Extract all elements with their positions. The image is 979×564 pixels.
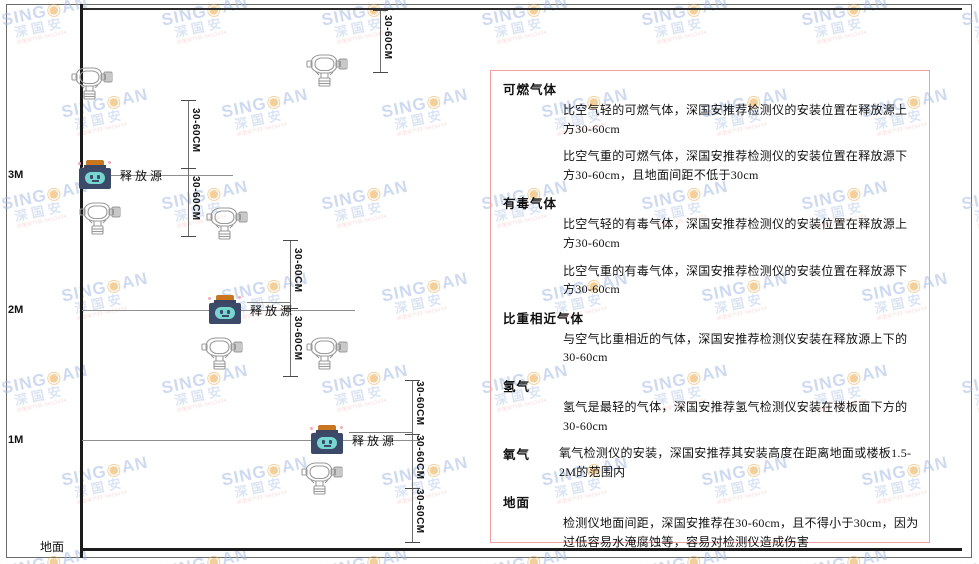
dimension-tick (405, 542, 420, 543)
frame-ground-line (80, 548, 962, 551)
dimension-tick (181, 168, 196, 169)
dimension-label: 30-60CM (190, 108, 201, 153)
dimension-tick (373, 10, 388, 11)
gas-detector-icon (200, 335, 244, 371)
release-source-label: 释放源 (250, 304, 296, 318)
dimension-label: 30-60CM (414, 489, 425, 534)
gas-detector-icon (70, 65, 114, 101)
recommendation-panel: 可燃气体 比空气轻的可燃气体，深国安推荐检测仪的安装位置在释放源上方30-60cm… (490, 70, 930, 549)
dimension-tick (405, 434, 420, 435)
panel-section-ground: 地面检测仪地面间距，深国安推荐在30-60cm，且不得小于30cm，因为过低容易… (501, 492, 919, 551)
release-source-label: 释放源 (352, 434, 398, 448)
axis-label-1m: 1M (8, 434, 24, 446)
panel-section-paragraph: 比空气重的有毒气体，深国安推荐检测仪的安装位置在释放源下方30-60cm (563, 263, 908, 297)
axis-label-2m: 2M (8, 304, 24, 316)
gas-detector-icon (205, 205, 249, 241)
dimension-tick (283, 308, 298, 309)
panel-section-paragraph: 与空气比重相近的气体，深国安推荐检测仪安装在释放源上下的30-60cm (563, 331, 908, 365)
dimension-tick (181, 236, 196, 237)
panel-section-paragraph: 检测仪地面间距，深国安推荐在30-60cm，且不得小于30cm，因为过低容易水淹… (563, 516, 919, 549)
ground-label: 地面 (40, 540, 65, 554)
dimension-label: 30-60CM (382, 15, 393, 60)
outer-frame (6, 4, 972, 558)
panel-section-oxygen: 氧气 氧气检测仪的安装，深国安推荐其安装高度在距离地面或楼板1.5-2M的范围内 (501, 444, 919, 490)
release-source-label: 释放源 (120, 169, 166, 183)
panel-section-heading: 氢气 (503, 379, 531, 394)
panel-section-heading: 有毒气体 (503, 197, 558, 212)
frame-vertical-axis (80, 4, 83, 558)
release-source-icon (208, 295, 242, 325)
panel-section-heading: 氧气 (503, 448, 531, 463)
dimension-label: 30-60CM (190, 176, 201, 221)
panel-section-paragraph: 氧气检测仪的安装，深国安推荐其安装高度在距离地面或楼板1.5-2M的范围内 (559, 446, 912, 479)
dimension-tick (373, 72, 388, 73)
release-source-icon (310, 425, 344, 455)
gas-detector-icon (305, 335, 349, 371)
panel-section-flammable-gas: 可燃气体 比空气轻的可燃气体，深国安推荐检测仪的安装位置在释放源上方30-60cm… (501, 79, 919, 184)
dimension-tick (283, 376, 298, 377)
gas-detector-icon (300, 460, 344, 496)
leader-line (247, 302, 291, 303)
panel-section-paragraph: 氢气是最轻的气体，深国安推荐氢气检测仪安装在楼板面下方的30-60cm (563, 399, 908, 433)
axis-label-3m: 3M (8, 169, 24, 181)
panel-section-heading: 地面 (503, 496, 531, 511)
panel-section-paragraph: 比空气轻的可燃气体，深国安推荐检测仪的安装位置在释放源上方30-60cm (563, 103, 908, 136)
panel-section-similar-density-gas: 比重相近气体与空气比重相近的气体，深国安推荐检测仪安装在释放源上下的30-60c… (501, 308, 919, 367)
level-line-3m (82, 175, 233, 176)
frame-top-edge (80, 8, 962, 10)
dimension-tick (283, 240, 298, 241)
panel-section-hydrogen: 氢气氢气是最轻的气体，深国安推荐氢气检测仪安装在楼板面下方的30-60cm (501, 376, 919, 435)
release-source-icon (78, 160, 112, 190)
dimension-axis (412, 380, 413, 542)
dimension-axis (380, 10, 381, 72)
dimension-tick (405, 380, 420, 381)
dimension-tick (405, 488, 420, 489)
panel-section-heading: 可燃气体 (503, 83, 558, 97)
panel-section-paragraph: 比空气轻的有毒气体，深国安推荐检测仪的安装位置在释放源上方30-60cm (563, 217, 908, 250)
dimension-label: 30-60CM (292, 316, 303, 361)
gas-detector-icon (78, 200, 122, 236)
dimension-tick (181, 100, 196, 101)
panel-section-paragraph: 比空气重的可燃气体，深国安推荐检测仪的安装位置在释放源下方30-60cm，且地面… (563, 149, 908, 182)
dimension-label: 30-60CM (414, 381, 425, 426)
gas-detector-icon (305, 52, 349, 88)
leader-line (349, 432, 413, 433)
level-line-1m (82, 440, 420, 441)
panel-section-heading: 比重相近气体 (503, 311, 585, 326)
panel-section-toxic-gas: 有毒气体 比空气轻的有毒气体，深国安推荐检测仪的安装位置在释放源上方30-60cm… (501, 193, 919, 298)
dimension-label: 30-60CM (292, 248, 303, 293)
dimension-label: 30-60CM (414, 435, 425, 480)
